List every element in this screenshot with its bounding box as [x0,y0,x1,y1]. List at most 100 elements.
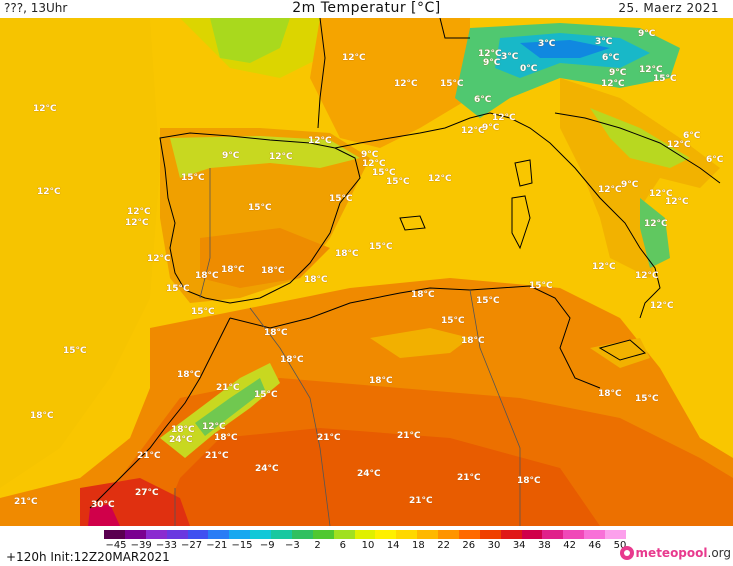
temperature-label: 12°C [592,262,616,272]
temperature-label: 15°C [191,307,215,317]
color-scale-swatch [145,530,167,539]
temperature-label: 12°C [127,207,151,217]
temperature-label: 12°C [37,187,61,197]
color-scale-swatch [104,530,125,539]
temperature-label: 18°C [264,328,288,338]
color-scale-swatch [312,530,334,539]
temperature-label: 18°C [304,275,328,285]
temperature-label: 18°C [177,370,201,380]
temperature-label: 12°C [639,65,663,75]
temperature-label: 12°C [33,104,57,114]
map-footer: −45 −39 −33 −27 −21 −15 −9 −3 2 6 10 14 18 22 26 30 34 38… [0,526,733,566]
color-scale-tick: −33 [155,540,177,551]
temperature-label: 12°C [308,136,332,146]
temperature-label: 21°C [457,473,481,483]
temperature-map[interactable]: 12°C 12°C 12°C 12°C 12°C 12°C 9°C 12°C 12°C 15°C 1… [0,18,733,526]
temperature-label: 21°C [317,433,341,443]
temperature-label: 18°C [261,266,285,276]
color-scale-swatch [354,530,376,539]
temperature-label: 12°C [601,79,625,89]
color-scale-swatch [479,530,501,539]
temperature-label: 12°C [125,218,149,228]
temperature-label: 12°C [667,140,691,150]
temperature-label: 15°C [369,242,393,252]
color-scale-bar [104,530,626,539]
temperature-label: 6°C [706,155,724,165]
color-scale-swatch [584,530,605,539]
color-scale-tick: 18 [412,540,425,551]
temperature-label: 9°C [638,29,656,39]
color-scale-tick: 14 [386,540,400,551]
temperature-label: 18°C [214,433,238,443]
run-info-label: +120h Init:12Z20MAR2021 [6,550,170,564]
color-scale-swatch [124,530,146,539]
color-scale-tick: −21 [206,540,228,551]
map-background [0,18,733,526]
color-scale-tick: 34 [512,540,526,551]
temperature-label: 15°C [63,346,87,356]
color-scale-tick: 50 [613,540,627,551]
temperature-label: 15°C [529,281,553,291]
color-scale-swatch [187,530,209,539]
color-scale-swatch [208,530,230,539]
temperature-label: 12°C [428,174,452,184]
color-scale-tick: 2 [314,540,321,551]
color-scale-ticks: −45 −39 −33 −27 −21 −15 −9 −3 2 6 10 14 18 22 26 30 34 38… [98,540,638,552]
temperature-label: 6°C [683,131,701,141]
temperature-label: 21°C [205,451,229,461]
temperature-label: 9°C [621,180,639,190]
temperature-label: 18°C [411,290,435,300]
temperature-label: 12°C [598,185,622,195]
temperature-label: 12°C [147,254,171,264]
temperature-label: 9°C [361,150,379,160]
logo-icon [619,546,634,560]
color-scale-tick: 42 [563,540,576,551]
temperature-label: 9°C [609,68,627,78]
color-scale-tick: −39 [130,540,152,551]
temperature-label: 18°C [598,389,622,399]
color-scale-swatch [563,530,585,539]
temperature-label: 12°C [394,79,418,89]
temperature-label: 12°C [478,49,502,59]
temperature-label: 15°C [329,194,353,204]
temperature-label: 18°C [369,376,393,386]
temperature-label: 12°C [269,152,293,162]
temperature-label: 6°C [474,95,492,105]
color-scale-swatch [291,530,313,539]
temperature-label: 15°C [181,173,205,183]
temperature-label: 12°C [665,197,689,207]
temperature-label: 18°C [517,476,541,486]
temperature-label: 9°C [482,123,500,133]
color-scale-tick: −27 [181,540,203,551]
color-scale-swatch [396,530,418,539]
temperature-label: 9°C [483,58,501,68]
color-scale-swatch [521,530,543,539]
temperature-label: 21°C [14,497,38,507]
color-scale-tick: 38 [538,540,551,551]
color-scale-tick: −3 [285,540,300,551]
temperature-label: 18°C [280,355,304,365]
color-scale-tick: 46 [588,540,602,551]
temperature-label: 15°C [248,203,272,213]
run-time-label: ???, 13Uhr [4,1,68,15]
temperature-label: 15°C [441,316,465,326]
color-scale-tick: 26 [462,540,476,551]
color-scale-swatch [438,530,459,539]
color-scale-tick: −9 [259,540,275,551]
meteopool-logo[interactable]: meteopool .org [619,546,731,560]
temperature-label: 15°C [440,79,464,89]
color-scale-swatch [229,530,251,539]
color-scale-tick: −15 [231,540,253,551]
temperature-label: 15°C [635,394,659,404]
temperature-label: 18°C [335,249,359,259]
temperature-label: 0°C [520,64,538,74]
temperature-label: 15°C [386,177,410,187]
color-scale-tick: 6 [339,540,346,551]
temperature-label: 12°C [649,189,673,199]
temperature-label: 21°C [397,431,421,441]
temperature-label: 24°C [255,464,279,474]
temperature-label: 18°C [171,425,195,435]
temperature-label: 15°C [254,390,278,400]
temperature-label: 18°C [30,411,54,421]
temperature-label: 12°C [635,271,659,281]
